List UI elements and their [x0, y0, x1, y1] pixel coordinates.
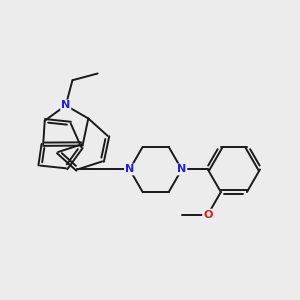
Text: N: N: [125, 164, 134, 175]
Text: O: O: [203, 210, 212, 220]
Text: N: N: [177, 164, 186, 175]
Text: N: N: [61, 100, 70, 110]
